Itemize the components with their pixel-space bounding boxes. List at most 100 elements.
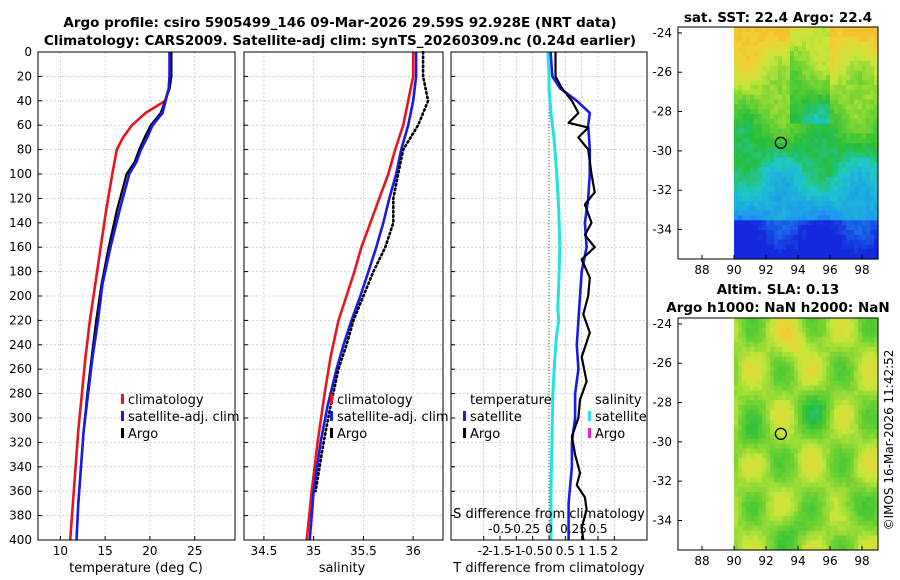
map-cell [862, 525, 867, 532]
map-cell [790, 467, 795, 474]
map-cell [874, 31, 879, 38]
map-cell [802, 36, 807, 43]
map-cell [762, 138, 767, 144]
map-cell [806, 472, 811, 479]
map-cell [794, 167, 799, 173]
map-cell [826, 60, 831, 67]
map-cell [850, 196, 855, 202]
map-cell [858, 215, 863, 221]
map-cell [754, 244, 759, 250]
map-cell [870, 225, 875, 231]
temperature-lines [68, 52, 173, 541]
map-cell [818, 186, 823, 192]
map-cell [778, 215, 783, 221]
map-cell [858, 205, 863, 212]
map-cell [738, 56, 743, 62]
map-cell [806, 453, 811, 459]
map-cell [802, 128, 807, 134]
map-cell [846, 351, 851, 358]
map-cell [802, 46, 807, 52]
map-cell [754, 424, 759, 430]
map-cell [870, 535, 875, 541]
map-cell [778, 467, 783, 474]
map-cell [830, 448, 835, 454]
map-cell [838, 36, 843, 43]
map-cell [822, 380, 827, 387]
map-cell [854, 492, 859, 498]
map-cell [786, 545, 791, 551]
map-cell [762, 318, 767, 324]
map-cell [774, 65, 779, 72]
map-cell [766, 36, 771, 43]
map-cell [754, 463, 759, 469]
map-cell [854, 530, 859, 537]
map-cell [734, 376, 739, 382]
salinity-xlabel: salinity [319, 561, 366, 576]
map-cell [850, 477, 855, 483]
map-cell [774, 41, 779, 47]
map-cell [778, 482, 783, 488]
map-cell [842, 147, 847, 154]
map-cell [790, 492, 795, 498]
map-cell [774, 147, 779, 154]
map-cell [842, 419, 847, 425]
map-cell [846, 147, 851, 154]
map-cell [866, 118, 871, 125]
map-cell [802, 80, 807, 86]
map-cell [770, 414, 775, 421]
map-cell [774, 395, 779, 401]
map-cell [798, 27, 803, 33]
map-cell [762, 254, 767, 260]
map-cell [782, 511, 787, 517]
map-cell [814, 118, 819, 125]
map-cell [866, 482, 871, 488]
map-cell [774, 477, 779, 483]
map-cell [814, 332, 819, 338]
map-cell [770, 196, 775, 202]
map-cell [854, 123, 859, 130]
map-cell [746, 118, 751, 125]
map-cell [810, 205, 815, 212]
map-cell [870, 487, 875, 493]
map-cell [826, 31, 831, 38]
map-cell [826, 46, 831, 52]
map-cell [866, 220, 871, 226]
map-cell [794, 511, 799, 517]
map-cell [834, 371, 839, 377]
map-cell [874, 511, 879, 517]
map-cell [778, 506, 783, 512]
map-cell [854, 390, 859, 396]
map-cell [870, 448, 875, 454]
map-cell [822, 249, 827, 255]
map-cell [762, 230, 767, 236]
map-cell [746, 205, 751, 212]
map-cell [854, 157, 859, 163]
sla-map-title: Altim. SLA: 0.13 [717, 282, 839, 298]
map-cell [818, 487, 823, 493]
map-cell [822, 157, 827, 163]
map-cell [758, 205, 763, 212]
map-cell [806, 400, 811, 406]
map-cell [814, 60, 819, 67]
map-cell [818, 215, 823, 221]
map-cell [746, 70, 751, 76]
map-cell [854, 540, 859, 546]
map-cell [802, 506, 807, 512]
map-cell [814, 521, 819, 527]
map-cell [758, 60, 763, 67]
map-cell [830, 351, 835, 358]
map-cell [738, 176, 743, 183]
map-cell [778, 429, 783, 435]
map-cell [810, 535, 815, 541]
map-cell [758, 453, 763, 459]
map-cell [790, 94, 795, 101]
map-cell [734, 356, 739, 363]
x-tick-label: 92 [758, 554, 773, 568]
map-cell [742, 176, 747, 183]
map-cell [850, 36, 855, 43]
map-cell [818, 530, 823, 537]
map-cell [790, 239, 795, 246]
map-cell [766, 318, 771, 324]
map-cell [798, 65, 803, 72]
map-cell [842, 501, 847, 508]
